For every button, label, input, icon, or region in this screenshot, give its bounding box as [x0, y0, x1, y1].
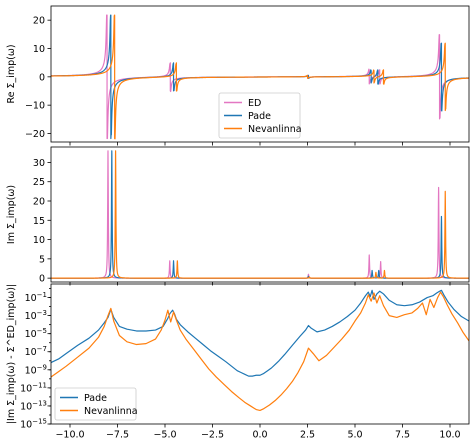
legend-label-pade: Pade [248, 111, 271, 122]
series-line-pade [51, 289, 469, 377]
series-line-nevanlinna [51, 14, 469, 140]
x-tick-label: 0.0 [252, 430, 267, 439]
legend: ED Pade Nevanlinna [218, 92, 302, 139]
y-tick-label: 10−11 [20, 381, 47, 394]
y-tick-label: 10−13 [20, 399, 47, 412]
panel-abs-diff-log: −10.0 −7.5 −5.0 −2.5 0.0 2.5 5.0 7.5 10.0 10−15 10… [6, 283, 470, 439]
y-tick-label: 5 [39, 254, 45, 265]
series-line-pade [51, 150, 469, 279]
legend-frame [218, 92, 301, 139]
legend-label-ed: ED [248, 98, 261, 109]
y-tick-label: −20 [25, 129, 45, 140]
plot-area [51, 150, 469, 279]
x-tick-label: −10.0 [55, 430, 84, 439]
y-tick-label: 0 [39, 274, 45, 285]
legend: Pade Nevanlinna [54, 387, 138, 421]
series-line-nevanlinna [51, 150, 469, 279]
y-axis-label: Re Σ_imp(ω) [6, 44, 17, 103]
legend-frame [54, 387, 137, 421]
y-tick-label: −10 [25, 101, 45, 112]
y-tick-label: 10−3 [25, 309, 47, 322]
y-tick-label: 10 [33, 44, 45, 55]
series-line-nevanlinna [51, 291, 469, 412]
y-tick-label: 30 [33, 158, 45, 169]
x-tick-label: 2.5 [300, 430, 315, 439]
x-tick-label: −7.5 [106, 430, 129, 439]
y-tick-label: 10−5 [25, 327, 47, 340]
axes-frame [50, 146, 470, 283]
y-tick-label: 10−1 [25, 291, 47, 304]
y-tick-label: 20 [33, 197, 45, 208]
y-tick-label: 10−15 [20, 418, 47, 431]
y-tick-label: 15 [33, 216, 45, 227]
x-tick-label: −5.0 [153, 430, 176, 439]
y-tick-label: 25 [33, 177, 45, 188]
plot-area [51, 289, 469, 412]
x-tick-label: 10.0 [439, 430, 460, 439]
y-tick-label: 10−9 [25, 363, 47, 376]
y-axis-label: |Im Σ_imp(ω) - Σ^ED_imp(ω)| [6, 284, 17, 424]
legend-label-nevanlinna: Nevanlinna [248, 124, 302, 135]
legend-label-nevanlinna: Nevanlinna [84, 406, 138, 417]
x-tick-label: 7.5 [395, 430, 410, 439]
y-tick-label: 0 [39, 72, 45, 83]
y-axis-label: Im Σ_imp(ω) [6, 185, 17, 244]
plot-area [51, 14, 469, 140]
y-tick-label: 20 [33, 16, 45, 27]
series-line-ed [51, 150, 469, 279]
panel-im-sigma: 0 5 10 15 20 25 30 Im Σ_imp(ω) [6, 146, 470, 286]
x-tick-label: 5.0 [347, 430, 362, 439]
legend-label-pade: Pade [84, 393, 107, 404]
y-tick-label: 10 [33, 235, 45, 246]
y-tick-label: 10−7 [25, 345, 47, 358]
x-tick-label: −2.5 [201, 430, 224, 439]
panel-re-sigma: −20 −10 0 10 20 Re Σ_imp(ω) ED Pade Nevanlinna [6, 5, 470, 146]
